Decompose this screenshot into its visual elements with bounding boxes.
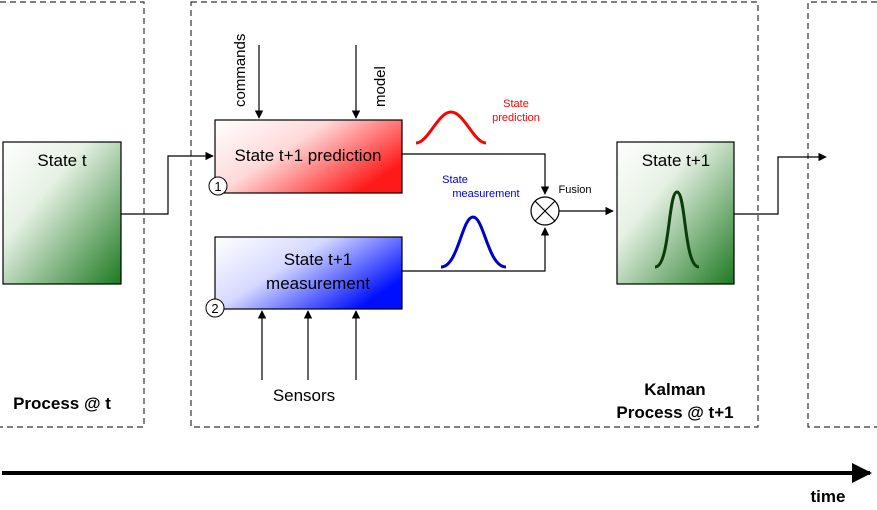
link-state-t-to-prediction [121,151,214,215]
link-prediction-to-fusion [402,153,550,195]
link-measurement-to-fusion [402,227,550,272]
time-axis-label: time [811,487,846,506]
commands-label: commands [232,34,249,107]
next-process-region [807,1,877,428]
state-prediction-caption-line2: prediction [492,112,540,124]
step-2-label: 2 [211,301,218,316]
state-t-label: State t [37,151,86,170]
state-measurement-caption-line2: measurement [452,188,519,200]
state-t1-box: State t+1 [616,141,735,285]
fusion-node [530,196,560,226]
fusion-label: Fusion [558,184,591,196]
link-result-to-next [734,152,827,215]
state-t1-label: State t+1 [642,151,711,170]
measurement-label-line1: State t+1 [284,250,353,269]
prediction-box: State t+1 prediction 1 [208,119,403,196]
kalman-label-line1: Kalman [644,380,705,399]
prediction-curve [415,110,487,145]
model-label: model [372,66,389,107]
state-t-box: State t [2,141,122,285]
measurement-box: State t+1 measurement 2 [205,236,403,318]
sensors-label: Sensors [273,386,335,405]
prediction-label: State t+1 prediction [235,146,382,165]
process-t-region [0,1,145,428]
measurement-curve [440,215,507,269]
state-measurement-caption-line1: State [442,174,468,186]
state-curve [654,190,700,269]
kalman-process-region [190,1,759,428]
process-t-label: Process @ t [13,394,111,413]
step-1-label: 1 [214,179,221,194]
kalman-label-line2: Process @ t+1 [616,403,733,422]
state-prediction-caption-line1: State [503,98,529,110]
measurement-label-line2: measurement [266,274,370,293]
